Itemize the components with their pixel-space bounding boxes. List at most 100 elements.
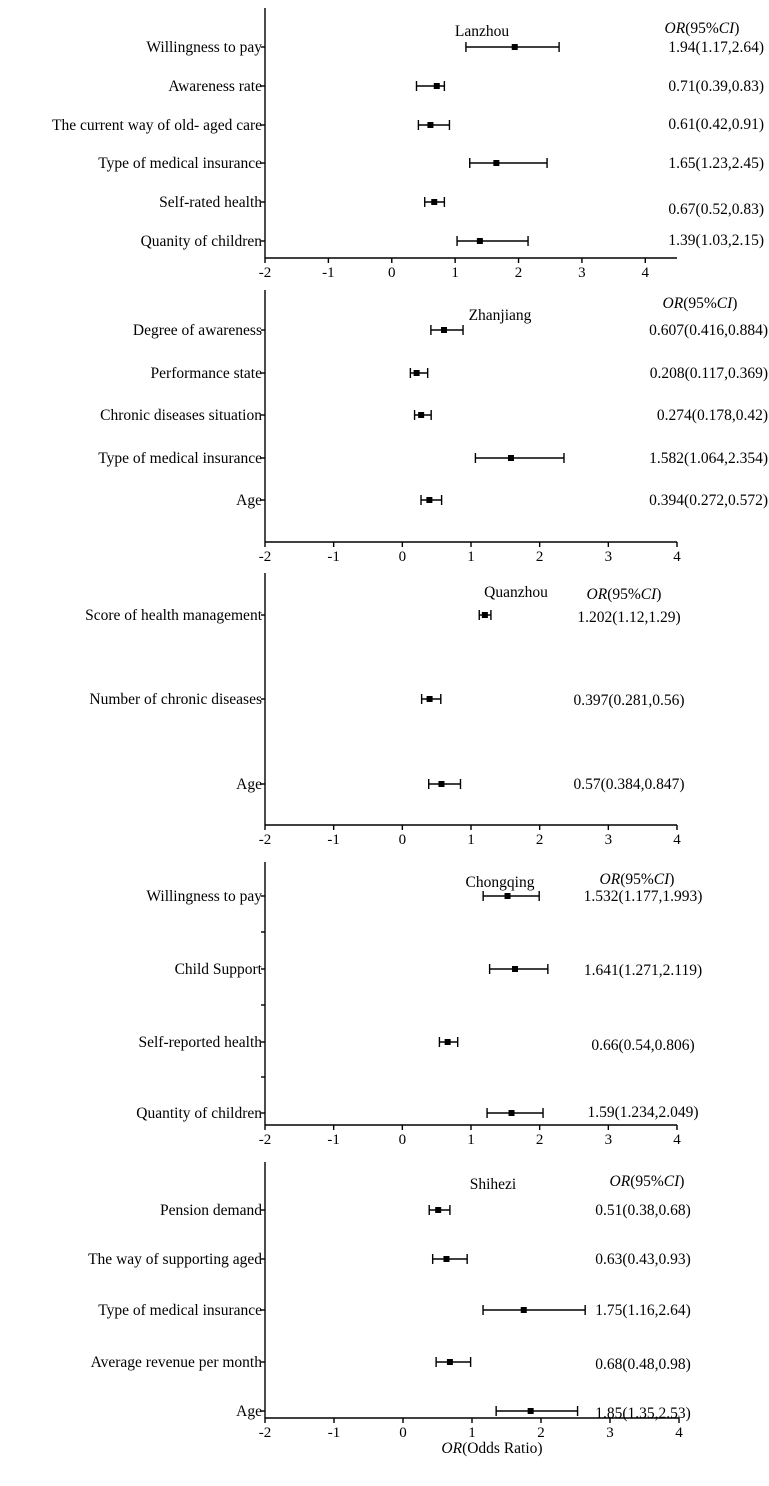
or-point — [476, 238, 483, 244]
or-ci-value: 1.85(1.35,2.53) — [595, 1405, 691, 1422]
x-tick-label: 1 — [451, 265, 459, 281]
or-point — [446, 1359, 453, 1365]
or-point — [507, 455, 514, 461]
x-tick-label: -1 — [322, 265, 335, 281]
or-point — [493, 160, 500, 166]
column-header: OR(95%CI) — [587, 586, 662, 603]
row-label: Awareness rate — [168, 78, 262, 95]
or-ci-value: 1.75(1.16,2.64) — [595, 1302, 691, 1319]
x-tick-label: 1 — [467, 832, 475, 848]
or-point — [413, 370, 420, 376]
x-tick-label: -2 — [259, 1132, 272, 1148]
x-tick-label: 0 — [388, 265, 396, 281]
x-tick-label: -2 — [259, 832, 272, 848]
or-point — [435, 1207, 442, 1213]
forest-panel-chongqing: -2 -1 0 1 2 3 4 Chongqing OR(95%CI) Willingness t… — [136, 862, 702, 1148]
x-tick-label: 3 — [578, 265, 586, 281]
column-header: OR(95%CI) — [663, 295, 738, 312]
x-tick-label: 4 — [642, 265, 650, 281]
x-tick-label: 2 — [536, 1132, 544, 1148]
or-ci-value: 1.532(1.177,1.993) — [584, 888, 703, 905]
x-tick-label: 4 — [675, 1425, 683, 1441]
or-ci-value: 1.202(1.12,1.29) — [577, 609, 680, 626]
x-tick-label: 3 — [606, 1425, 614, 1441]
x-tick-label: 0 — [399, 832, 407, 848]
x-tick-label: 3 — [605, 549, 613, 565]
x-tick-label: 0 — [399, 1425, 407, 1441]
x-tick-label: 2 — [537, 1425, 545, 1441]
row-label: Age — [236, 492, 262, 509]
forest-panel-lanzhou: -2 -1 0 1 2 3 4 Lanzhou OR(95%CI) Willingness to … — [52, 8, 764, 281]
panel-title: Chongqing — [466, 874, 535, 891]
row-label: Score of health management — [85, 607, 263, 624]
row-label: Quantity of children — [136, 1105, 262, 1122]
row-label: Child Support — [175, 961, 263, 978]
or-ci-value: 1.39(1.03,2.15) — [668, 232, 764, 249]
or-ci-value: 0.607(0.416,0.884) — [649, 322, 768, 339]
panel-title: Zhanjiang — [469, 307, 532, 324]
or-point — [427, 122, 434, 128]
x-tick-label: 2 — [515, 265, 523, 281]
row-label: Pension demand — [160, 1202, 262, 1219]
row-label: Type of medical insurance — [98, 450, 262, 467]
or-ci-value: 1.641(1.271,2.119) — [584, 962, 702, 979]
x-tick-label: 2 — [536, 549, 544, 565]
x-tick-label: 1 — [467, 549, 475, 565]
or-ci-value: 1.94(1.17,2.64) — [668, 39, 764, 56]
column-header: OR(95%CI) — [610, 1173, 685, 1190]
or-ci-value: 0.63(0.43,0.93) — [595, 1251, 691, 1268]
x-tick-label: 4 — [673, 832, 681, 848]
or-point — [504, 893, 511, 899]
x-tick-label: 0 — [399, 1132, 407, 1148]
or-point — [441, 327, 448, 333]
row-label: Number of chronic diseases — [89, 691, 262, 708]
row-label: The way of supporting aged — [88, 1251, 262, 1268]
row-label: Average revenue per month — [91, 1354, 263, 1371]
or-point — [508, 1110, 515, 1116]
row-label: Quanity of children — [141, 233, 263, 250]
row-label: Age — [236, 1403, 262, 1420]
or-point — [511, 44, 518, 50]
or-point — [512, 966, 519, 972]
panel-title: Lanzhou — [455, 23, 509, 40]
panel-title: Quanzhou — [484, 584, 548, 601]
x-tick-label: -2 — [259, 549, 272, 565]
x-tick-label: 1 — [467, 1132, 475, 1148]
panel-title: Shihezi — [470, 1176, 517, 1193]
row-label: Age — [236, 776, 262, 793]
or-ci-value: 0.274(0.178,0.42) — [657, 407, 768, 424]
x-tick-label: 4 — [673, 549, 681, 565]
forest-panel-zhanjiang: -2 -1 0 1 2 3 4 Zhanjiang OR(95%CI) Degree of awa… — [98, 290, 768, 565]
or-point — [426, 696, 433, 702]
or-ci-value: 1.59(1.234,2.049) — [587, 1104, 698, 1121]
or-ci-value: 0.51(0.38,0.68) — [595, 1202, 691, 1219]
or-ci-value: 0.397(0.281,0.56) — [573, 692, 684, 709]
x-tick-label: -1 — [327, 1132, 340, 1148]
or-ci-value: 1.582(1.064,2.354) — [649, 450, 768, 467]
or-point — [433, 83, 440, 89]
row-label: Type of medical insurance — [98, 155, 262, 172]
forest-panel-shihezi: -2 -1 0 1 2 3 4 Shihezi OR(95%CI) Pension demand 0… — [88, 1162, 691, 1457]
row-label: The current way of old- aged care — [52, 117, 262, 134]
or-point — [438, 781, 445, 787]
or-ci-value: 0.208(0.117,0.369) — [650, 365, 768, 382]
or-ci-value: 1.65(1.23,2.45) — [668, 155, 764, 172]
row-label: Degree of awareness — [133, 322, 262, 339]
x-tick-label: -1 — [327, 549, 340, 565]
or-point — [444, 1039, 451, 1045]
row-label: Chronic diseases situation — [100, 407, 262, 424]
x-tick-label: 2 — [536, 832, 544, 848]
x-tick-label: 0 — [399, 549, 407, 565]
or-ci-value: 0.66(0.54,0.806) — [591, 1037, 694, 1054]
x-tick-label: -2 — [259, 1425, 272, 1441]
or-point — [431, 199, 438, 205]
x-tick-label: -1 — [327, 832, 340, 848]
row-label: Type of medical insurance — [98, 1302, 262, 1319]
or-point — [418, 412, 425, 418]
row-label: Willingness to pay — [146, 39, 262, 56]
row-label: Self-reported health — [138, 1034, 262, 1051]
x-tick-label: 3 — [605, 832, 613, 848]
or-point — [481, 612, 488, 618]
or-ci-value: 0.57(0.384,0.847) — [573, 776, 684, 793]
